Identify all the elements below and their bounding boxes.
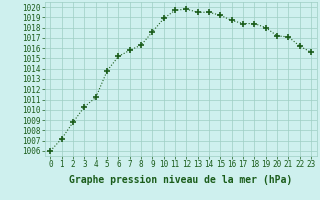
X-axis label: Graphe pression niveau de la mer (hPa): Graphe pression niveau de la mer (hPa) bbox=[69, 175, 292, 185]
